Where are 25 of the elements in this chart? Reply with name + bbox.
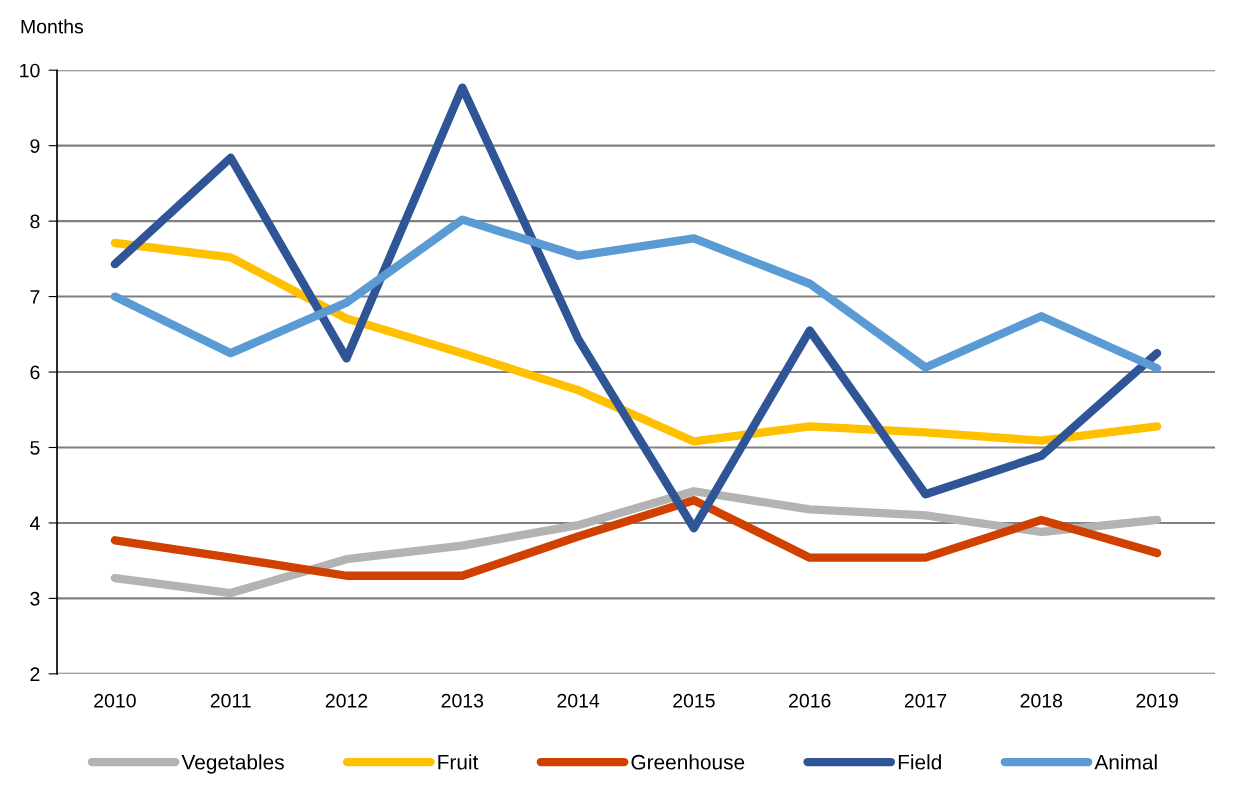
y-tick-label: 5 <box>30 441 40 455</box>
x-tick-label: 2013 <box>441 693 484 708</box>
x-tick-label: 2012 <box>325 693 368 708</box>
y-tick-label: 8 <box>30 214 40 229</box>
y-tick-label: 9 <box>30 139 40 153</box>
y-tick-label: 4 <box>29 516 40 530</box>
x-tick-label: 2011 <box>210 693 251 708</box>
y-tick-label: 7 <box>30 290 40 304</box>
y-tick-label: 3 <box>30 591 40 606</box>
x-tick-label: 2016 <box>789 693 831 708</box>
x-tick-label: 2014 <box>557 693 600 708</box>
legend-label: Vegetables <box>181 754 284 774</box>
x-tick-label: 2019 <box>1136 693 1178 708</box>
y-tick-label: 2 <box>30 667 40 681</box>
legend-label: Greenhouse <box>631 754 745 770</box>
y-tick-label: 10 <box>20 63 40 78</box>
legend-label: Field <box>898 754 941 770</box>
y-axis-title: Months <box>21 19 84 34</box>
x-tick-label: 2017 <box>904 693 947 708</box>
y-tick-label: 6 <box>30 365 40 380</box>
x-tick-label: 2015 <box>673 693 715 708</box>
legend-label: Fruit <box>438 754 479 770</box>
x-tick-label: 2018 <box>1020 693 1063 708</box>
legend-label: Animal <box>1094 754 1157 770</box>
x-tick-label: 2010 <box>94 693 136 708</box>
